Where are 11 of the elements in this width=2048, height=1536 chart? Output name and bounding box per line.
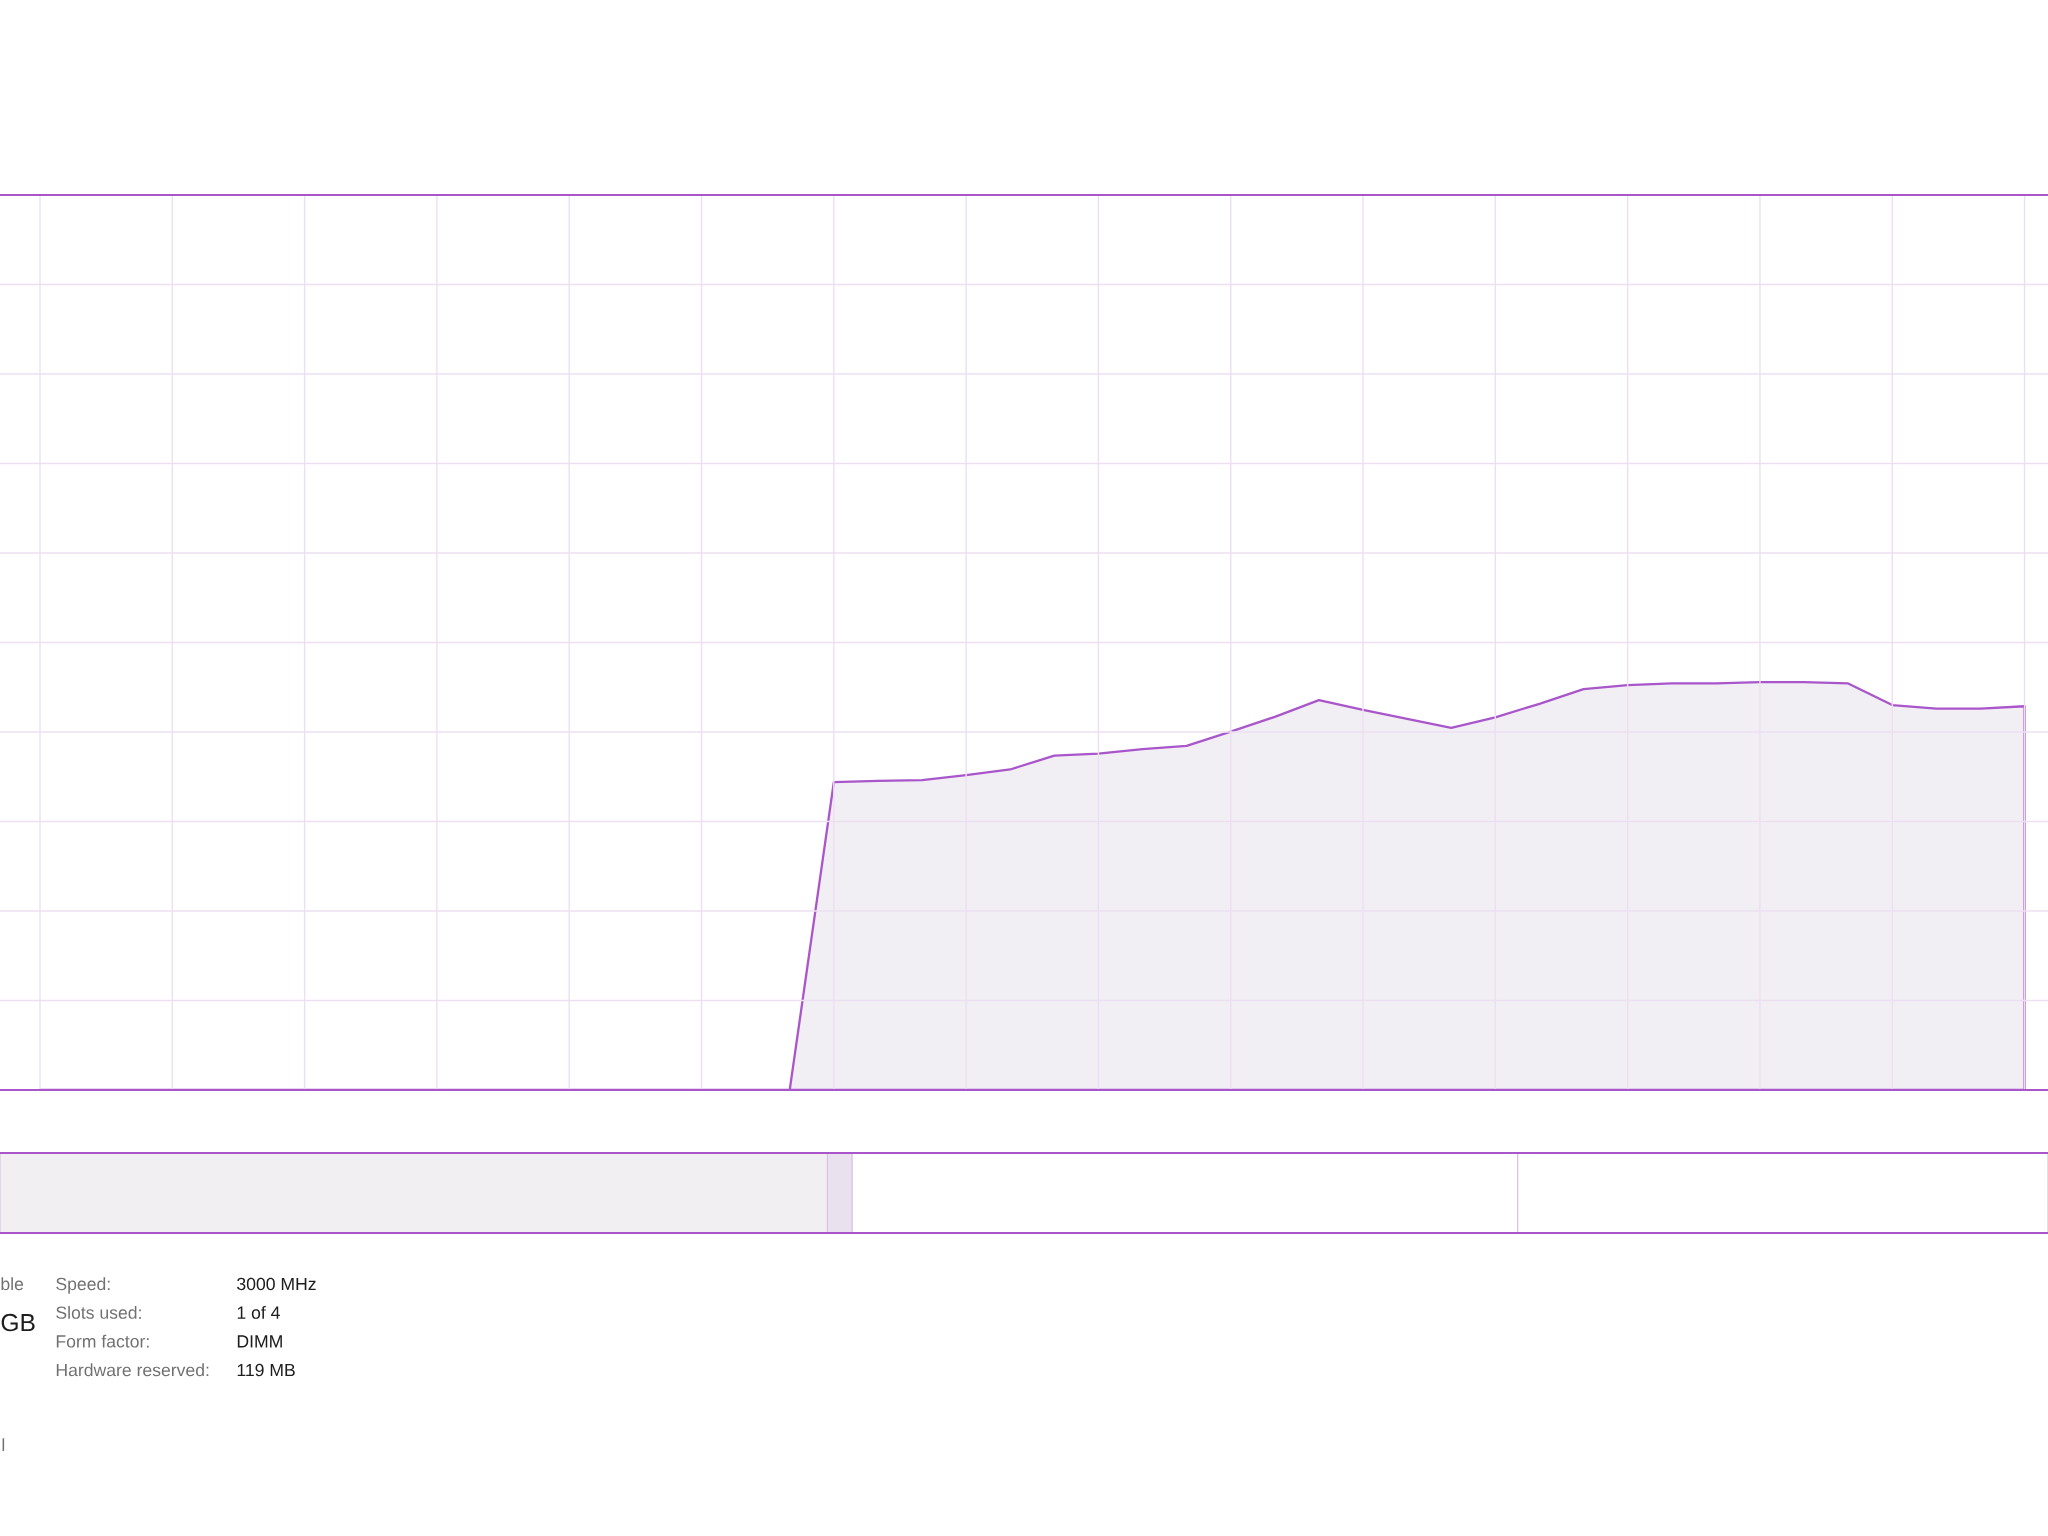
text: 1 of 4	[237, 1306, 280, 1319]
text: 119 MB	[237, 1363, 295, 1377]
text: Slots used:	[56, 1305, 141, 1319]
text: l	[2, 1438, 5, 1452]
text: Form factor:	[56, 1334, 149, 1348]
text: GB	[1, 1313, 35, 1332]
text: DIMM	[237, 1335, 282, 1348]
text: 3000 MHz	[237, 1277, 316, 1291]
text: Speed:	[56, 1277, 110, 1294]
text: ble	[1, 1277, 24, 1291]
text: Hardware reserved:	[56, 1363, 209, 1377]
